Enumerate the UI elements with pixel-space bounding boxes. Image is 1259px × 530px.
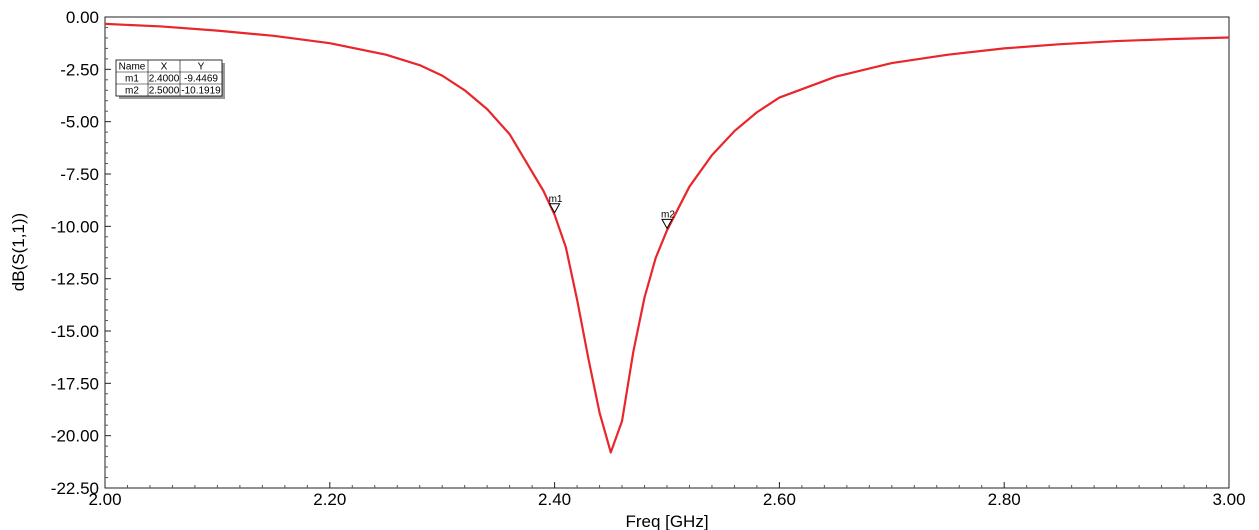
marker-table-cell: Name (119, 62, 146, 73)
marker-m1-label: m1 (549, 194, 563, 205)
y-tick-label: -7.50 (60, 165, 99, 184)
marker-table-cell: -9.4469 (184, 74, 218, 85)
y-axis-title: dB(S(1,1)) (9, 213, 28, 291)
marker-table-cell: X (161, 62, 168, 73)
marker-table-cell: 2.5000 (149, 86, 180, 97)
markers: m1 m2 (548, 194, 675, 230)
plot-area (104, 16, 1230, 489)
marker-m1-triangle (548, 203, 561, 214)
y-tick-label: -15.00 (51, 322, 99, 341)
y-tick-label: 0.00 (66, 8, 99, 27)
x-tick-label: 2.40 (538, 490, 571, 509)
marker-table-cell: -10.1919 (181, 86, 221, 97)
marker-table-frame (115, 59, 223, 97)
marker-table-cell: Y (198, 62, 205, 73)
s11-curve (104, 22, 1230, 454)
y-tick-label: -12.50 (51, 270, 99, 289)
marker-table-cell: 2.4000 (149, 74, 180, 85)
x-tick-label: 2.00 (88, 490, 121, 509)
minor-ticks (105, 26, 1208, 488)
y-tick-label: -10.00 (51, 217, 99, 236)
y-tick-label: -20.00 (51, 427, 99, 446)
marker-table: Name X Ym1 2.4000 -9.4469 m2 2.5000 -10.1919 (115, 59, 225, 99)
major-ticks (104, 16, 1230, 489)
marker-table-cell: m2 (125, 86, 139, 97)
y-tick-label: -5.00 (60, 113, 99, 132)
x-tick-label: 2.60 (763, 490, 796, 509)
x-tick-label: 2.20 (313, 490, 346, 509)
x-axis-title: Freq [GHz] (625, 512, 708, 530)
y-tick-label: -17.50 (51, 374, 99, 393)
y-tick-label: -2.50 (60, 60, 99, 79)
marker-m2-label: m2 (661, 209, 675, 220)
y-tick-labels: 0.00 -2.50 -5.00 -7.50 -10.00 -12.50 -15.00 -17… (51, 8, 99, 498)
marker-table-cell: m1 (125, 74, 139, 85)
x-tick-labels: 2.00 2.20 2.40 2.60 2.80 3.00 (88, 490, 1245, 509)
y-tick-label: -22.50 (51, 479, 99, 498)
x-tick-label: 3.00 (1212, 490, 1245, 509)
marker-m2-triangle (661, 218, 673, 230)
x-tick-label: 2.80 (988, 490, 1021, 509)
